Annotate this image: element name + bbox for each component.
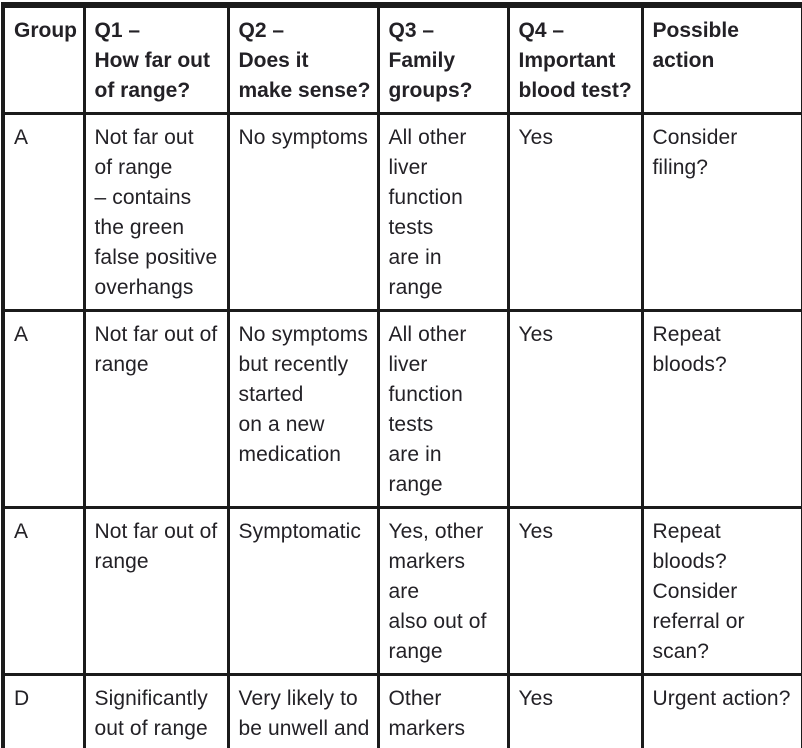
cell-q2: No symptoms: [226, 112, 380, 312]
header-group: Group: [1, 3, 86, 115]
cell-q1: Not far out of range – contains the gree…: [82, 112, 230, 312]
table-header-row: Group Q1 – How far out of range? Q2 – Do…: [1, 3, 802, 115]
table-row: A Not far out of range Symptomatic Yes, …: [1, 506, 802, 676]
cell-q1: Not far out of range: [82, 309, 230, 509]
table-row: D Significantly out of range Very likely…: [1, 673, 802, 748]
cell-q4: Yes: [506, 309, 644, 509]
cell-possible-action: Urgent action?: [640, 673, 802, 748]
cell-q1: Significantly out of range: [82, 673, 230, 748]
cell-group: D: [1, 673, 86, 748]
cell-possible-action: Repeat bloods?: [640, 309, 802, 509]
header-q2-does-it-make-sense: Q2 – Does it make sense?: [226, 3, 380, 115]
cell-q3: Yes, other markers are also out of range: [376, 506, 510, 676]
cell-q2: Very likely to be unwell and symptomatic: [226, 673, 380, 748]
cell-q3: All other liver function tests are in ra…: [376, 309, 510, 509]
cell-q2: Symptomatic: [226, 506, 380, 676]
cell-q2: No symptoms but recently started on a ne…: [226, 309, 380, 509]
cell-possible-action: Repeat bloods? Consider referral or scan…: [640, 506, 802, 676]
cell-q3: Other markers are very likely to be out …: [376, 673, 510, 748]
table-row: A Not far out of range – contains the gr…: [1, 112, 802, 312]
header-possible-action: Possible action: [640, 3, 802, 115]
cell-q3: All other liver function tests are in ra…: [376, 112, 510, 312]
cell-q4: Yes: [506, 673, 644, 748]
cell-group: A: [1, 112, 86, 312]
cell-group: A: [1, 309, 86, 509]
header-q4-important-blood-test: Q4 – Important blood test?: [506, 3, 644, 115]
header-q3-family-groups: Q3 – Family groups?: [376, 3, 510, 115]
cell-possible-action: Consider filing?: [640, 112, 802, 312]
cell-q4: Yes: [506, 112, 644, 312]
table-row: A Not far out of range No symptoms but r…: [1, 309, 802, 509]
cell-q1: Not far out of range: [82, 506, 230, 676]
cell-q4: Yes: [506, 506, 644, 676]
header-q1-how-far-out-of-range: Q1 – How far out of range?: [82, 3, 230, 115]
cell-group: A: [1, 506, 86, 676]
